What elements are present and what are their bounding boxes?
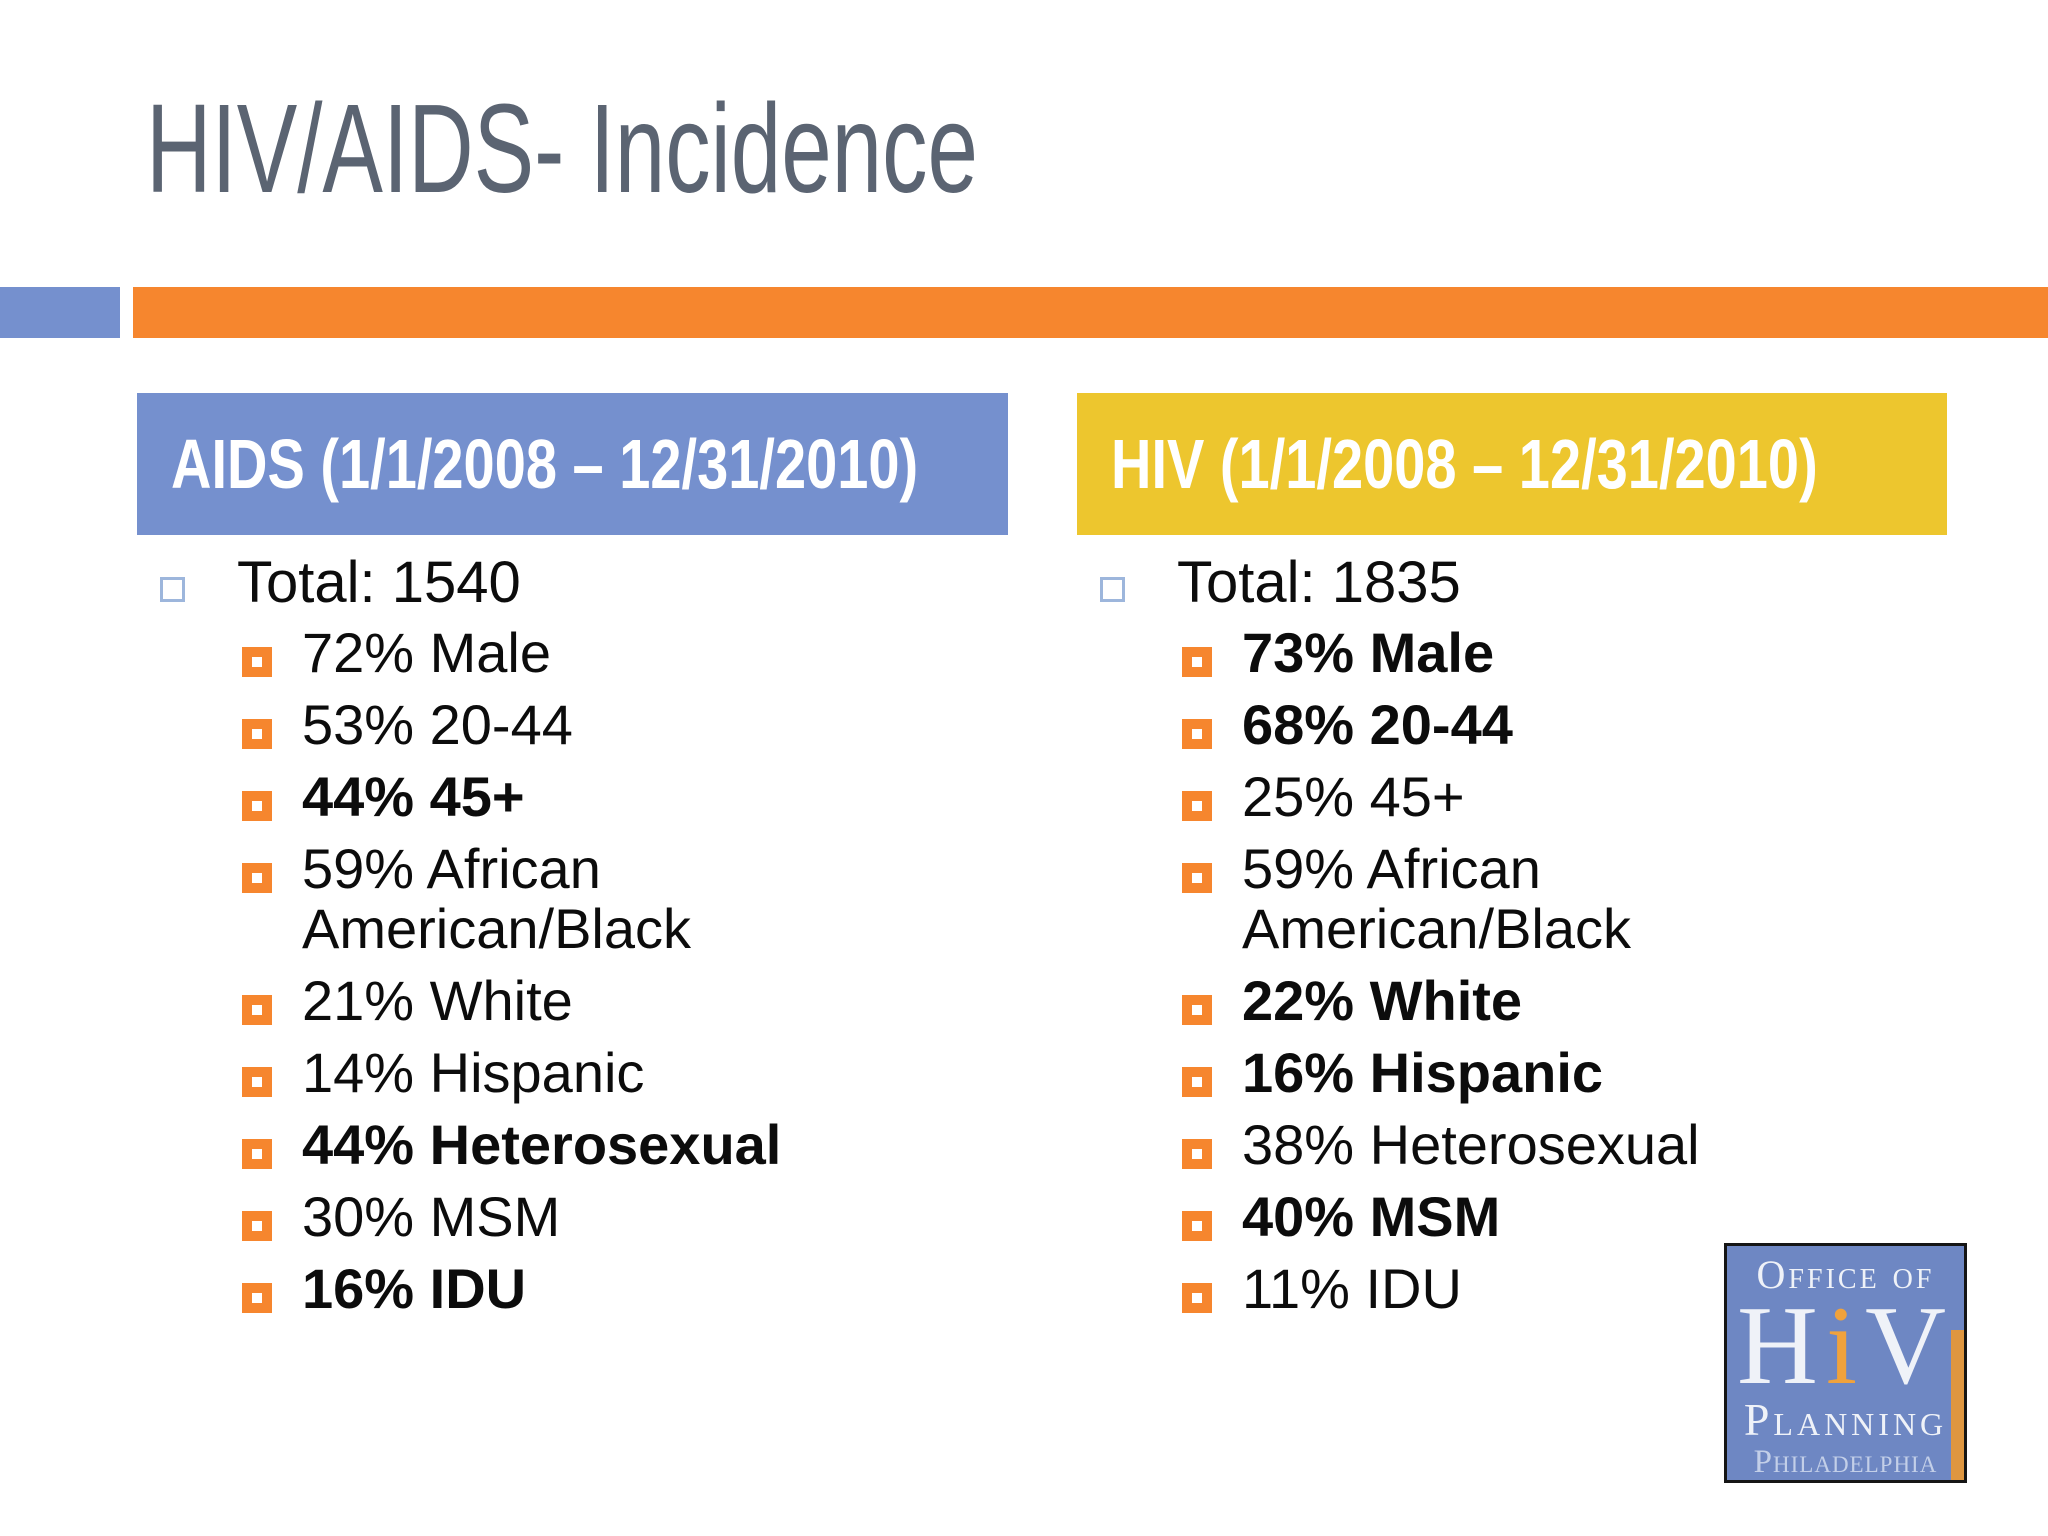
square-bullet-icon [242, 791, 272, 821]
item-label: 44% 45+ [302, 765, 525, 828]
page-title-text: HIV/AIDS- Incidence [146, 78, 978, 219]
item-label: 14% Hispanic [302, 1041, 645, 1104]
item-label: 68% 20-44 [1242, 693, 1513, 756]
list-item: 14% Hispanic [242, 1043, 1008, 1103]
item-label: 16% IDU [302, 1257, 527, 1320]
square-bullet-icon [242, 995, 272, 1025]
item-label: 59% African American/Black [1242, 837, 1632, 960]
square-bullet-icon [242, 1283, 272, 1313]
item-label: 44% Heterosexual [302, 1113, 782, 1176]
list-item: 16% Hispanic [1182, 1043, 1947, 1103]
item-label: 72% Male [302, 621, 552, 684]
list-item: 30% MSM [242, 1187, 1008, 1247]
column-aids: AIDS (1/1/2008 – 12/31/2010) Total: 1540… [137, 393, 1008, 1331]
hiv-total-row: Total: 1835 [1100, 552, 1947, 614]
square-bullet-icon [242, 719, 272, 749]
square-bullet-icon [1182, 995, 1212, 1025]
square-bullet-icon [1182, 1139, 1212, 1169]
list-item: 38% Heterosexual [1182, 1115, 1947, 1175]
list-item: 53% 20-44 [242, 695, 1008, 755]
list-item: 59% African American/Black [1182, 839, 1947, 959]
hiv-column-header: HIV (1/1/2008 – 12/31/2010) [1077, 393, 1947, 535]
list-item: 44% 45+ [242, 767, 1008, 827]
list-item: 22% White [1182, 971, 1947, 1031]
item-label: 25% 45+ [1242, 765, 1465, 828]
accent-bar [133, 287, 2048, 338]
logo-planning-text: Planning [1743, 1394, 1948, 1445]
item-label: 22% White [1242, 969, 1523, 1032]
logo-philadelphia-text: Philadelphia [1753, 1444, 1938, 1480]
item-label: 38% Heterosexual [1242, 1113, 1700, 1176]
accent-square [0, 287, 120, 338]
item-label: 11% IDU [1242, 1257, 1462, 1320]
item-label: 53% 20-44 [302, 693, 573, 756]
item-label: 30% MSM [302, 1185, 561, 1248]
hiv-total-label: Total: 1835 [1177, 550, 1461, 615]
column-hiv: HIV (1/1/2008 – 12/31/2010) Total: 1835 … [1077, 393, 1947, 1331]
aids-column-header-label: AIDS (1/1/2008 – 12/31/2010) [171, 425, 919, 503]
square-bullet-icon [242, 863, 272, 893]
logo-hiv-v: V [1865, 1284, 1954, 1408]
hiv-column-header-label: HIV (1/1/2008 – 12/31/2010) [1111, 425, 1818, 503]
aids-column-header: AIDS (1/1/2008 – 12/31/2010) [137, 393, 1008, 535]
list-item: 11% IDU [1182, 1259, 1947, 1319]
item-label: 73% Male [1242, 621, 1495, 684]
item-label: 59% African American/Black [302, 837, 692, 960]
list-item: 25% 45+ [1182, 767, 1947, 827]
square-bullet-icon [1182, 647, 1212, 677]
square-bullet-icon [1182, 719, 1212, 749]
square-bullet-icon [1182, 1067, 1212, 1097]
list-item: 21% White [242, 971, 1008, 1031]
logo-hiv-h: H [1737, 1284, 1826, 1408]
square-bullet-icon [1182, 863, 1212, 893]
aids-total-row: Total: 1540 [160, 552, 1008, 614]
square-bullet-icon [242, 1139, 272, 1169]
list-item: 68% 20-44 [1182, 695, 1947, 755]
list-item: 59% African American/Black [242, 839, 1008, 959]
square-bullet-icon [242, 647, 272, 677]
square-bullet-icon [242, 1067, 272, 1097]
logo-hiv-i: i [1825, 1284, 1866, 1408]
hollow-square-bullet-icon [1100, 577, 1125, 602]
logo-hiv-wordmark: HiV [1737, 1290, 1954, 1402]
list-item: 73% Male [1182, 623, 1947, 683]
square-bullet-icon [1182, 791, 1212, 821]
list-item: 40% MSM [1182, 1187, 1947, 1247]
list-item: 44% Heterosexual [242, 1115, 1008, 1175]
aids-total-label: Total: 1540 [237, 550, 521, 615]
office-of-hiv-planning-logo: Office of HiV Planning Philadelphia [1724, 1243, 1967, 1483]
aids-stats-list: 72% Male 53% 20-44 44% 45+ 59% African A… [137, 623, 1008, 1319]
logo-orange-strip [1951, 1330, 1964, 1480]
hiv-stats-list: 73% Male 68% 20-44 25% 45+ 59% African A… [1077, 623, 1947, 1319]
square-bullet-icon [242, 1211, 272, 1241]
page-title: HIV/AIDS- Incidence [146, 86, 1301, 212]
list-item: 72% Male [242, 623, 1008, 683]
square-bullet-icon [1182, 1211, 1212, 1241]
square-bullet-icon [1182, 1283, 1212, 1313]
list-item: 16% IDU [242, 1259, 1008, 1319]
item-label: 40% MSM [1242, 1185, 1501, 1248]
logo-office-of-text: Office of [1756, 1252, 1935, 1297]
hollow-square-bullet-icon [160, 577, 185, 602]
item-label: 16% Hispanic [1242, 1041, 1604, 1104]
item-label: 21% White [302, 969, 573, 1032]
